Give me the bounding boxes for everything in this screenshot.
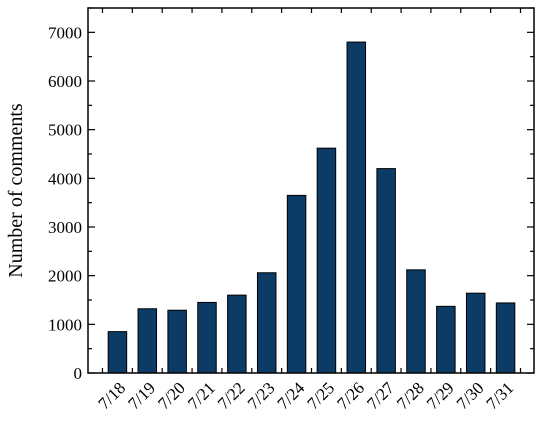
bar-7-18: [107, 331, 128, 374]
bar-7-25: [316, 147, 337, 374]
x-tick-label: 7/20: [154, 378, 189, 413]
x-axis-ticks: 7/187/197/207/217/227/237/247/257/267/27…: [94, 8, 522, 413]
y-tick-label: 0: [74, 364, 83, 383]
x-tick-label: 7/18: [94, 378, 129, 413]
x-tick-label: 7/27: [363, 378, 398, 413]
x-tick-label: 7/25: [303, 378, 338, 413]
bar-7-24: [286, 194, 307, 374]
y-tick-label: 3000: [48, 218, 82, 237]
bar-7-21: [197, 301, 217, 374]
y-tick-label: 2000: [48, 267, 82, 286]
y-tick-label: 4000: [48, 169, 82, 188]
bar-7-23: [256, 272, 277, 374]
x-tick-label: 7/19: [124, 378, 159, 413]
bar-7-19: [137, 308, 158, 374]
x-tick-label: 7/21: [184, 378, 219, 413]
x-tick-label: 7/29: [423, 378, 458, 413]
bar-7-27: [376, 168, 396, 374]
plot-frame: [87, 7, 535, 374]
bar-7-20: [167, 309, 187, 374]
x-tick-label: 7/31: [483, 378, 518, 413]
bar-7-28: [406, 269, 426, 374]
y-tick-label: 5000: [48, 121, 82, 140]
bar-7-22: [227, 294, 247, 374]
bar-7-26: [346, 41, 367, 374]
y-axis-label: Number of comments: [5, 103, 27, 278]
bars-group: [107, 41, 516, 374]
bar-7-31: [495, 302, 516, 374]
bar-7-29: [436, 305, 456, 374]
x-tick-label: 7/22: [214, 378, 249, 413]
x-tick-label: 7/24: [274, 378, 309, 413]
y-tick-label: 7000: [48, 23, 82, 42]
bar-7-30: [465, 292, 486, 374]
x-tick-label: 7/28: [393, 378, 428, 413]
y-tick-label: 1000: [48, 315, 82, 334]
y-axis-ticks: 0 1000 2000 3000 4000 5000 6000 7000: [48, 7, 534, 383]
y-tick-label: 6000: [48, 72, 82, 91]
x-tick-label: 7/26: [333, 378, 368, 413]
x-tick-label: 7/23: [244, 378, 279, 413]
x-tick-label: 7/30: [453, 378, 488, 413]
